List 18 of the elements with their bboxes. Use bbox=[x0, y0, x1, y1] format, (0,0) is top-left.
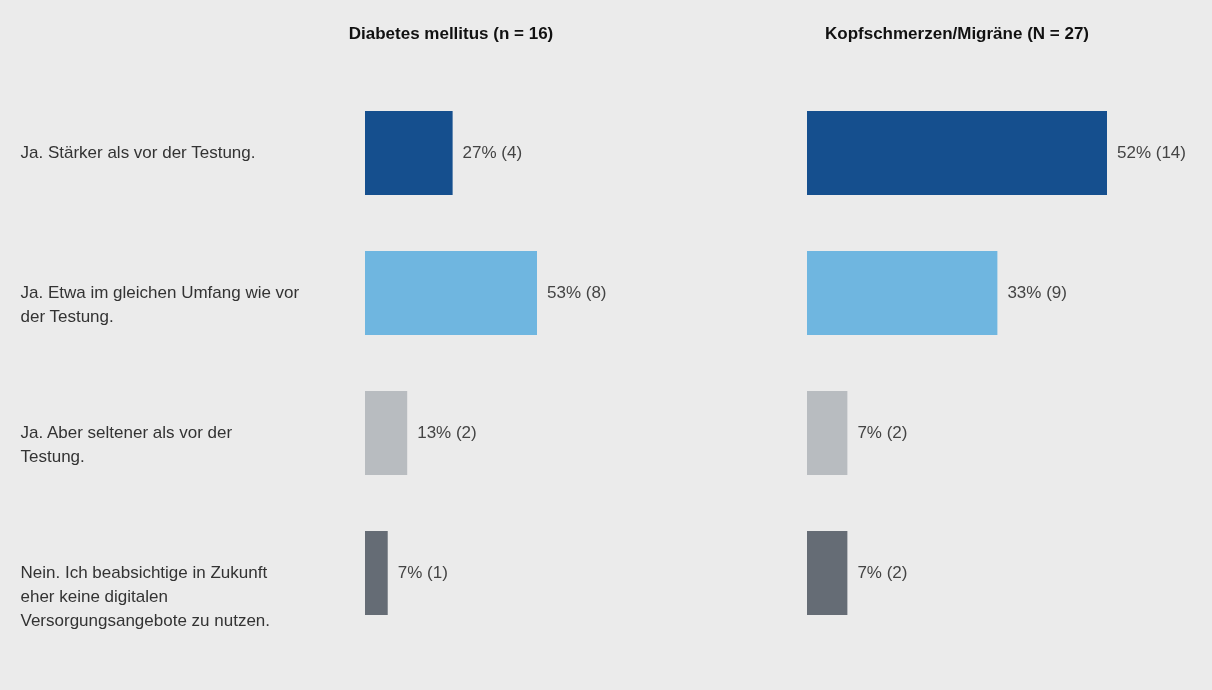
data-label: 7% (2) bbox=[857, 563, 908, 582]
chart-title: Kopfschmerzen/Migräne (N = 27) bbox=[824, 24, 1090, 43]
y-tick-label: Nein. Ich beabsichtige in Zukunft eher keine digitalen Versorgungsangebote zu nutzen. bbox=[20, 563, 271, 630]
bar bbox=[365, 391, 408, 475]
data-label: 7% (1) bbox=[397, 563, 448, 582]
bar bbox=[365, 531, 388, 615]
data-label: 53% (8) bbox=[547, 283, 607, 302]
data-label: 7% (2) bbox=[857, 423, 908, 442]
bar bbox=[365, 111, 453, 195]
data-label: 33% (9) bbox=[1007, 283, 1067, 302]
y-tick-label: Ja. Etwa im gleichen Umfang wie vor der Testung. bbox=[20, 283, 300, 326]
chart-title: Diabetes mellitus (n = 16) bbox=[348, 24, 554, 43]
data-label: 27% (4) bbox=[462, 143, 523, 162]
bar bbox=[365, 251, 537, 335]
y-tick-label: Ja. Aber seltener als vor der Testung. bbox=[20, 423, 233, 466]
data-label: 52% (14) bbox=[1117, 143, 1186, 162]
y-tick-label: Ja. Stärker als vor der Testung. bbox=[20, 143, 256, 162]
data-label: 13% (2) bbox=[417, 423, 477, 442]
